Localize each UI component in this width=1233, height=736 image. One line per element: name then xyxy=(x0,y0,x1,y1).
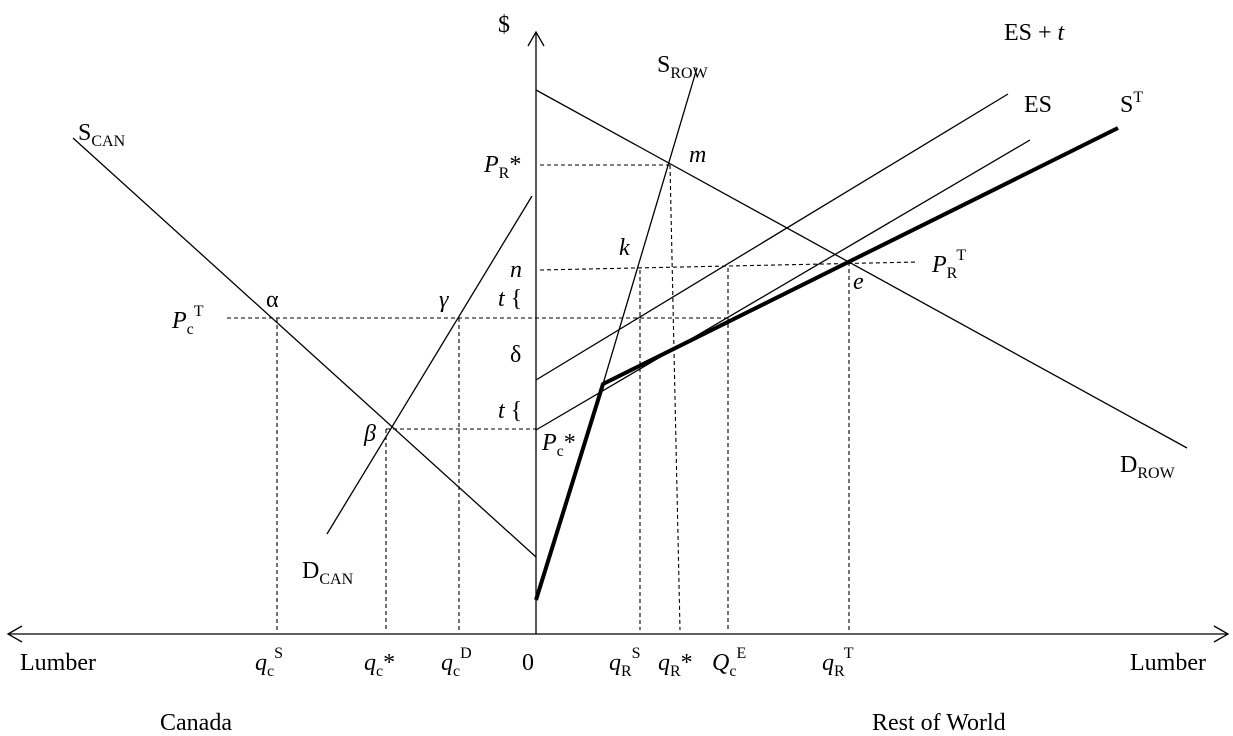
axes xyxy=(6,30,1230,643)
es-t-label: ES + t xyxy=(1004,20,1066,46)
curves xyxy=(72,67,1188,601)
q-c-star-label: qc* xyxy=(364,650,395,680)
axis-labels: $ 0 Lumber Lumber Canada Rest of World xyxy=(20,12,1206,736)
q-r-star-label: qR* xyxy=(658,650,693,680)
y-axis-label: $ xyxy=(498,12,510,38)
p-c-star-label: Pc* xyxy=(541,430,576,460)
beta-label: β xyxy=(363,421,376,447)
e-label: e xyxy=(853,269,864,295)
q-c-s-label: qcS xyxy=(255,645,283,680)
s-t-curve xyxy=(534,126,1119,601)
d-can-curve xyxy=(326,195,533,535)
d-can-label: DCAN xyxy=(302,558,354,588)
es-curve xyxy=(535,139,1031,431)
alpha-label: α xyxy=(266,287,279,313)
x-right-label: Lumber xyxy=(1130,650,1206,676)
es-label: ES xyxy=(1024,92,1052,118)
t-upper-label: t { xyxy=(498,286,522,312)
delta-label: δ xyxy=(510,342,521,368)
x-axis-left-arrow xyxy=(6,625,23,643)
origin-label: 0 xyxy=(522,650,534,676)
t-lower-label: t { xyxy=(498,398,522,424)
q-c-d-label: qcD xyxy=(441,645,472,680)
x-left-label: Lumber xyxy=(20,650,96,676)
curve-labels: SCAN DCAN SROW DROW ES + t ES ST xyxy=(78,20,1176,588)
m-label: m xyxy=(689,142,706,168)
es-t-curve xyxy=(535,93,1009,381)
k-label: k xyxy=(619,235,630,261)
guides xyxy=(227,164,919,631)
d-row-curve xyxy=(535,89,1188,449)
q-c-e-label: QcE xyxy=(712,645,746,680)
region-left-label: Canada xyxy=(160,710,232,736)
point-labels: α β γ δ k m n e xyxy=(266,142,864,447)
p-r-star-label: PR* xyxy=(483,152,521,182)
q-r-star-line xyxy=(669,164,681,631)
s-row-curve xyxy=(602,67,698,385)
s-can-curve xyxy=(72,137,537,558)
q-r-t-label: qRT xyxy=(822,645,854,680)
s-can-label: SCAN xyxy=(78,120,126,150)
region-right-label: Rest of World xyxy=(872,710,1006,736)
y-axis-arrow xyxy=(527,30,545,47)
p-c-t-label: PcT xyxy=(171,303,204,338)
s-t-label: ST xyxy=(1120,89,1143,118)
d-row-label: DROW xyxy=(1120,452,1176,482)
q-r-s-label: qRS xyxy=(609,645,641,680)
n-label: n xyxy=(510,257,522,283)
price-labels: PcT PR* PRT Pc* t { t { xyxy=(171,152,966,460)
p-r-t-line xyxy=(539,261,919,271)
quantity-labels: qcS qc* qcD qRS qR* QcE qRT xyxy=(255,645,854,680)
p-r-t-label: PRT xyxy=(931,247,966,282)
gamma-label: γ xyxy=(439,287,449,313)
s-row-label: SROW xyxy=(657,52,709,82)
x-axis-right-arrow xyxy=(1213,625,1230,643)
